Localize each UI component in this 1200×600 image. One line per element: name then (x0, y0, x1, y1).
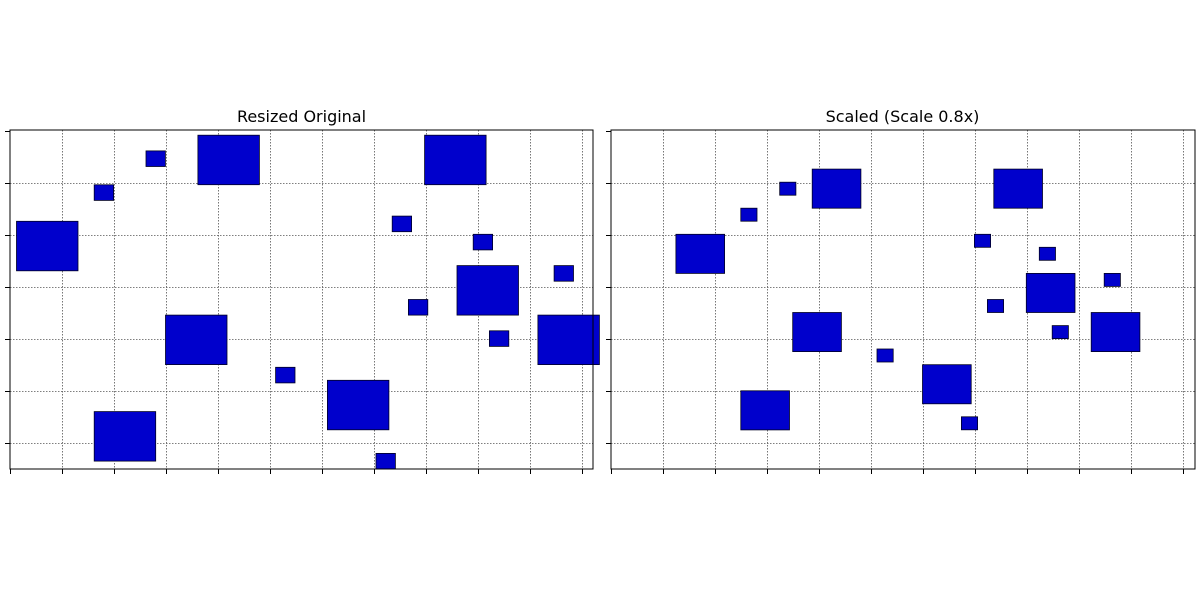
data-square (1051, 325, 1069, 340)
data-square (197, 134, 260, 186)
data-square (424, 134, 487, 186)
data-square (537, 314, 600, 366)
left-subplot-title: Resized Original (237, 107, 366, 126)
right-subplot-title: Scaled (Scale 0.8x) (826, 107, 980, 126)
data-square (1025, 272, 1076, 313)
data-square (922, 364, 972, 405)
data-square (553, 265, 574, 282)
data-square (1103, 272, 1121, 287)
right-subplot-frame (610, 129, 1196, 470)
data-square (93, 184, 114, 201)
left-subplot-ticks (5, 131, 583, 474)
data-square (407, 299, 429, 316)
data-square (488, 330, 510, 347)
right-subplot: Scaled (Scale 0.8x) (606, 107, 1196, 474)
right-subplot-squares (675, 168, 1141, 431)
data-square (740, 390, 790, 431)
data-square (326, 379, 390, 431)
data-square (993, 168, 1043, 209)
data-square (165, 314, 228, 366)
data-square (987, 299, 1005, 313)
data-square (675, 233, 726, 274)
data-square (974, 233, 992, 248)
data-square (456, 265, 519, 316)
data-square (876, 348, 894, 363)
data-square (792, 312, 842, 352)
data-square (961, 416, 979, 431)
left-subplot-squares (16, 134, 600, 470)
data-square (275, 366, 296, 384)
data-square (779, 181, 797, 196)
right-subplot-ticks (606, 131, 1184, 474)
data-square (16, 220, 79, 272)
data-square (93, 411, 157, 462)
data-square (472, 233, 494, 251)
data-square (740, 207, 758, 222)
data-square (1090, 312, 1141, 352)
data-square (391, 215, 413, 233)
left-subplot: Resized Original (5, 107, 600, 474)
data-square (375, 452, 396, 470)
data-square (811, 168, 862, 209)
left-subplot-frame (9, 129, 594, 470)
right-subplot-grid (611, 130, 1195, 469)
data-square (145, 150, 166, 167)
data-square (1038, 246, 1056, 261)
